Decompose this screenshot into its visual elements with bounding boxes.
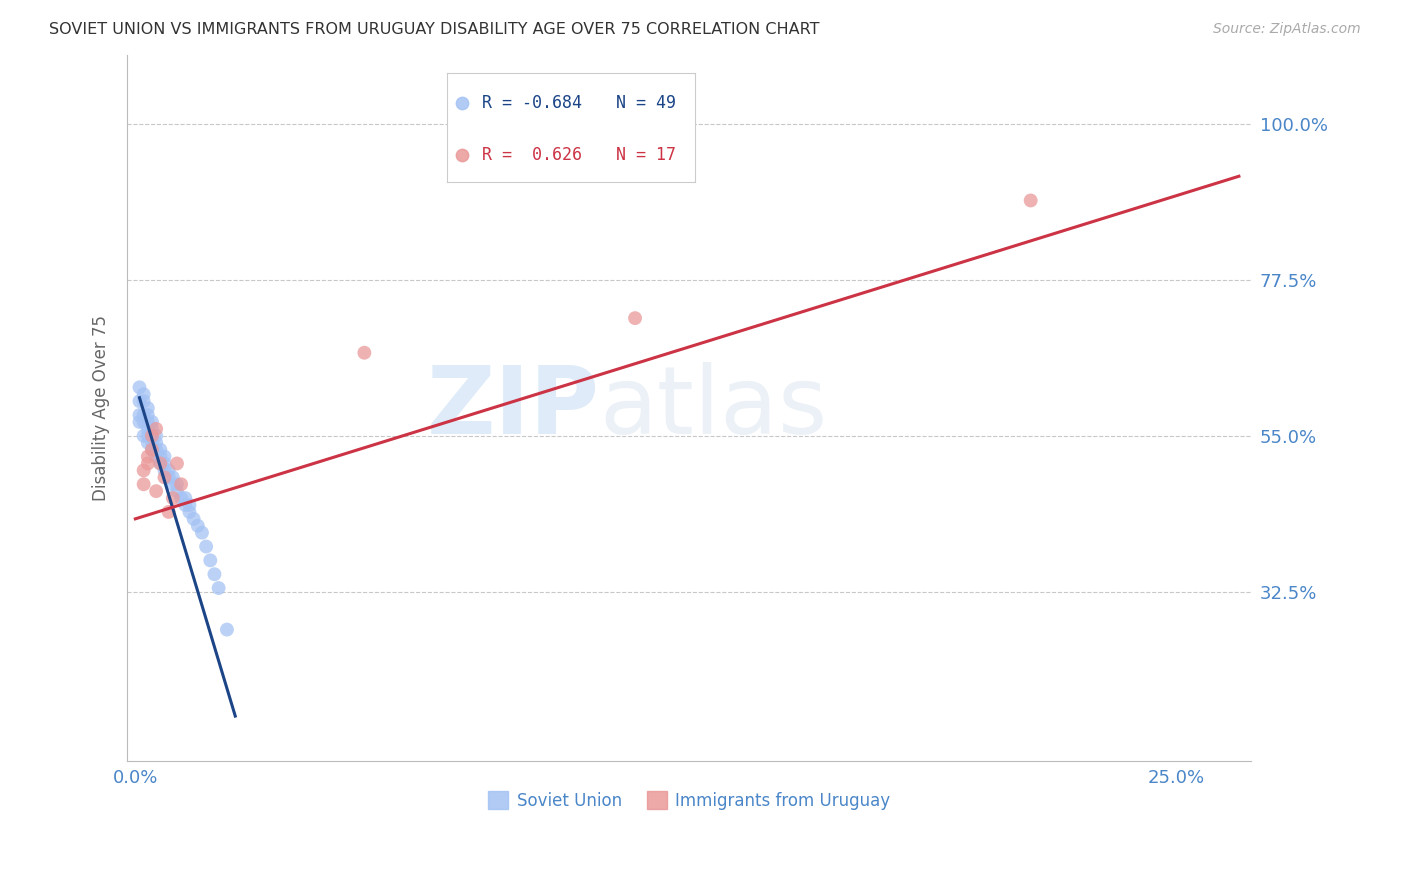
- Point: [132, 387, 155, 401]
- Point: [187, 518, 209, 533]
- Point: [132, 463, 155, 477]
- Point: [179, 498, 201, 512]
- Text: SOVIET UNION VS IMMIGRANTS FROM URUGUAY DISABILITY AGE OVER 75 CORRELATION CHART: SOVIET UNION VS IMMIGRANTS FROM URUGUAY …: [49, 22, 820, 37]
- Point: [353, 345, 375, 359]
- Point: [174, 498, 197, 512]
- Point: [136, 408, 159, 422]
- Point: [200, 553, 222, 567]
- Point: [145, 442, 167, 457]
- Point: [170, 491, 193, 505]
- Point: [149, 457, 172, 471]
- Point: [145, 450, 167, 464]
- Point: [141, 422, 163, 436]
- Point: [141, 429, 163, 443]
- Point: [132, 477, 155, 491]
- Point: [153, 450, 176, 464]
- Point: [128, 394, 150, 409]
- Point: [166, 477, 188, 491]
- Point: [145, 422, 167, 436]
- Point: [141, 435, 163, 450]
- Point: [136, 450, 159, 464]
- Point: [624, 311, 647, 326]
- Point: [162, 477, 184, 491]
- Point: [153, 470, 176, 484]
- Point: [136, 422, 159, 436]
- Y-axis label: Disability Age Over 75: Disability Age Over 75: [93, 315, 110, 501]
- Point: [153, 457, 176, 471]
- Point: [1019, 194, 1042, 208]
- Point: [132, 408, 155, 422]
- Point: [141, 442, 163, 457]
- Point: [136, 415, 159, 429]
- Point: [132, 429, 155, 443]
- Point: [162, 491, 184, 505]
- Point: [204, 567, 226, 582]
- Point: [179, 505, 201, 519]
- Text: ZIP: ZIP: [426, 362, 599, 454]
- Point: [157, 505, 180, 519]
- Point: [183, 512, 205, 526]
- Point: [195, 540, 218, 554]
- Point: [141, 442, 163, 457]
- Point: [141, 429, 163, 443]
- Point: [207, 581, 229, 595]
- Point: [136, 429, 159, 443]
- Point: [136, 435, 159, 450]
- Point: [149, 457, 172, 471]
- Point: [145, 435, 167, 450]
- Point: [128, 380, 150, 394]
- Point: [162, 470, 184, 484]
- Legend: Soviet Union, Immigrants from Uruguay: Soviet Union, Immigrants from Uruguay: [482, 785, 897, 816]
- Point: [128, 408, 150, 422]
- Point: [166, 457, 188, 471]
- Point: [153, 463, 176, 477]
- Point: [170, 477, 193, 491]
- Point: [132, 394, 155, 409]
- Point: [145, 429, 167, 443]
- Point: [157, 463, 180, 477]
- Point: [157, 470, 180, 484]
- Point: [145, 484, 167, 499]
- Point: [174, 491, 197, 505]
- Point: [215, 623, 238, 637]
- Point: [166, 484, 188, 499]
- Point: [128, 415, 150, 429]
- Point: [136, 401, 159, 416]
- Text: atlas: atlas: [599, 362, 828, 454]
- Point: [149, 450, 172, 464]
- Point: [149, 442, 172, 457]
- Point: [191, 525, 214, 540]
- Point: [136, 457, 159, 471]
- Point: [141, 415, 163, 429]
- Text: Source: ZipAtlas.com: Source: ZipAtlas.com: [1213, 22, 1361, 37]
- Point: [132, 415, 155, 429]
